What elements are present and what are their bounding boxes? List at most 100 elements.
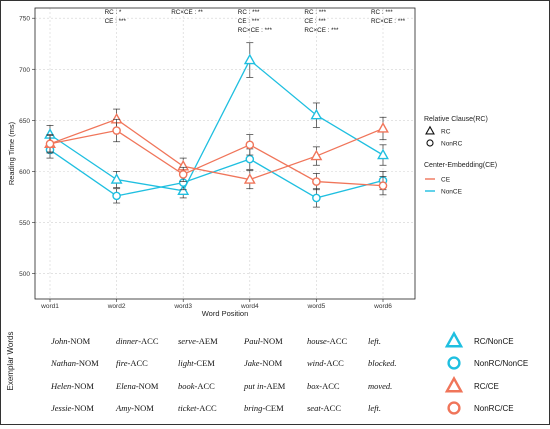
exemplar-word: Paul-NOM [243,336,283,346]
exemplar-word-stem: serve [178,336,196,346]
exemplar-word-stem: John [51,336,68,346]
circle-icon [447,401,461,415]
series-nonrc-ce [45,118,388,196]
y-tick-label: 650 [19,118,30,125]
x-tick-label: word1 [40,303,59,310]
exemplar-word-suffix: -NOM [260,336,283,346]
data-point [312,193,321,203]
exemplar-word: John-NOM [51,336,91,346]
data-point [310,108,323,120]
exemplar-word: dinner-ACC [116,336,159,346]
data-point [377,122,389,133]
y-axis: 500 550 600 650 700 750 [19,16,35,278]
exemplar-legend-label: RC/NonCE [474,337,514,346]
data-point [112,191,121,201]
exemplar-word-suffix: -NOM [71,381,94,391]
x-axis: word1 word2 word3 word4 word5 word6 [40,299,392,310]
exemplar-word-stem: book [178,381,195,391]
y-tick-label: 700 [19,67,30,74]
exemplar-word-stem: fire [116,358,128,368]
exemplar-word: Helen-NOM [50,381,94,391]
y-tick-label: 600 [19,169,30,176]
exemplar-word-stem: wind [307,358,324,368]
exemplar-word: Amy-NOM [115,403,154,413]
data-point [377,148,389,160]
exemplar-word: light-CEM [178,358,215,368]
exemplar-word: Jake-NOM [244,358,283,368]
legend-label: NonRC [441,141,463,148]
exemplar-word-stem: bring [244,403,262,413]
exemplar-word: left. [368,336,381,346]
legend-label: NonCE [441,189,463,196]
exemplar-word: Elena-NOM [115,381,159,391]
series-line [49,118,384,181]
exemplar-word-stem: ticket [178,403,197,413]
exemplar-word-suffix: -NOM [68,336,91,346]
exemplar-words-table: John-NOM dinner-ACC serve-AEM Paul-NOM house… [50,331,528,415]
exemplar-legend-label: NonRC/CE [474,404,514,413]
legend: Relative Clause(RC) RC NonRC Center-Embeddi… [424,116,497,196]
exemplar-word-suffix: -NOM [71,403,94,413]
triangle-icon [444,331,464,348]
data-point [312,177,321,186]
exemplar-word: put in-AEM [243,381,286,391]
exemplar-word-suffix: -ACC [319,381,340,391]
series-line [49,129,384,187]
circle-legend-key [426,139,434,147]
exemplar-word: Jessie-NOM [51,403,94,413]
x-axis-label: Word Position [202,309,249,318]
x-tick-label: word6 [373,303,392,310]
series-nonrc-nonce [45,141,388,208]
exemplar-word-stem: Elena [115,381,136,391]
exemplar-word: fire-ACC [116,358,148,368]
x-tick-label: word3 [173,303,192,310]
significance-label: RC×CE : *** [238,27,273,34]
exemplar-word-stem: box [307,381,320,391]
exemplar-row: John-NOM dinner-ACC serve-AEM Paul-NOM house… [51,331,514,348]
exemplar-word: serve-AEM [178,336,218,346]
exemplar-word: bring-CEM [244,403,284,413]
exemplar-word-stem: left. [368,403,381,413]
significance-label: RC×CE : ** [171,9,203,16]
data-point [243,53,256,65]
exemplar-word: blocked. [368,358,397,368]
exemplar-word-suffix: -AEM [196,336,218,346]
significance-label: RC : *** [371,9,393,16]
exemplar-word-suffix: -ACC [321,403,342,413]
exemplar-word-suffix: -CEM [262,403,284,413]
exemplar-word-suffix: -NOM [260,358,283,368]
exemplar-word-stem: Jessie [51,403,72,413]
exemplar-word: box-ACC [307,381,340,391]
significance-annotations: RC : * CE : *** RC×CE : ** RC : *** CE : ***… [105,9,406,34]
legend-label: RC [441,129,451,136]
exemplar-legend-label: NonRC/NonCE [474,359,528,368]
exemplar-word: book-ACC [178,381,215,391]
data-point [378,181,388,190]
exemplar-word-stem: light [178,358,194,368]
series-line [49,149,384,199]
data-point [45,139,55,149]
exemplar-legend-label: RC/CE [474,382,499,391]
circle-icon [447,356,461,370]
exemplar-row: Helen-NOM Elena-NOM book-ACC put in-AEM box-… [50,376,499,393]
exemplar-word-suffix: -ACC [195,381,216,391]
exemplar-word: seat-ACC [307,403,341,413]
series-group [44,42,389,208]
exemplar-word-suffix: -CEM [194,358,216,368]
exemplar-word-stem: house [307,336,327,346]
significance-label: RC : *** [304,9,326,16]
exemplar-word-suffix: -AEM [264,381,286,391]
significance-label: CE : *** [304,18,326,25]
exemplar-word: left. [368,403,381,413]
exemplar-word-stem: left. [368,336,381,346]
grid [35,8,415,299]
triangle-legend-key [425,125,435,135]
exemplar-word: moved. [368,381,392,391]
exemplar-word-suffix: -NOM [131,403,154,413]
exemplar-word-stem: Amy [115,403,131,413]
exemplar-word-stem: Helen [50,381,71,391]
data-point [245,140,255,150]
exemplar-word: wind-ACC [307,358,344,368]
